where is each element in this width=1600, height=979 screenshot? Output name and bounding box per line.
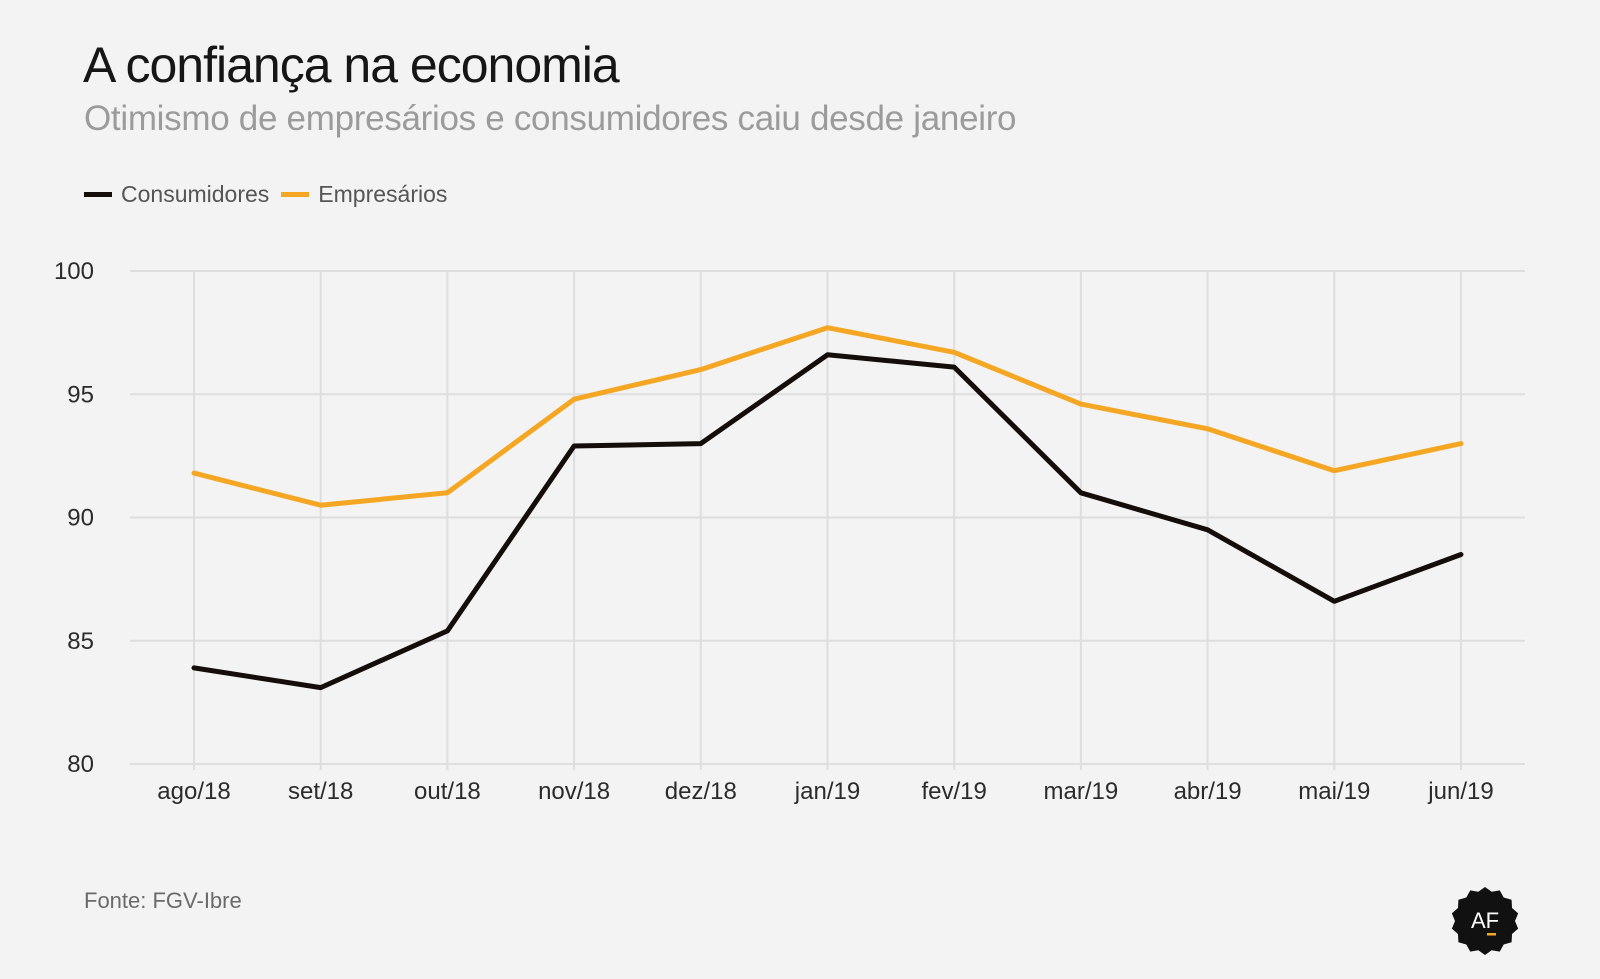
source-note: Fonte: FGV-Ibre xyxy=(84,888,242,913)
logo-accent xyxy=(1487,933,1496,936)
legend: Consumidores Empresários xyxy=(84,181,459,208)
legend-swatch-consumidores xyxy=(84,192,112,197)
series-line-empresarios xyxy=(191,325,1464,508)
x-tick-label: jun/19 xyxy=(1427,778,1493,805)
chart-subtitle: Otimismo de empresários e consumidores c… xyxy=(84,99,1017,138)
legend-label-empresarios: Empresários xyxy=(318,181,448,207)
x-tick-label: dez/18 xyxy=(665,778,737,805)
x-tick-label: mar/19 xyxy=(1044,778,1119,805)
af-logo: AF xyxy=(1451,887,1519,955)
chart-title: A confiança na economia xyxy=(83,37,620,93)
x-tick-label: mai/19 xyxy=(1298,778,1370,805)
x-tick-label: fev/19 xyxy=(922,778,987,805)
y-tick-label: 85 xyxy=(67,628,94,655)
x-tick-label: jan/19 xyxy=(794,778,860,805)
line-chart: 80 85 90 95 100 ago/18 set/18 out/18 nov/18 dez/1… xyxy=(54,258,1525,805)
y-tick-label: 90 xyxy=(67,505,94,532)
y-tick-label: 80 xyxy=(67,751,94,778)
logo-text: AF xyxy=(1471,908,1499,933)
y-tick-label: 95 xyxy=(67,381,94,408)
x-tick-label: out/18 xyxy=(414,778,481,805)
legend-label-consumidores: Consumidores xyxy=(121,181,270,207)
y-tick-label: 100 xyxy=(54,258,94,285)
x-tick-label: abr/19 xyxy=(1174,778,1242,805)
legend-item-empresarios: Empresários xyxy=(281,181,447,208)
x-tick-label: nov/18 xyxy=(538,778,610,805)
series-line-consumidores xyxy=(191,352,1464,691)
x-tick-label: set/18 xyxy=(288,778,353,805)
legend-item-consumidores: Consumidores xyxy=(84,181,269,208)
legend-swatch-empresarios xyxy=(281,192,310,197)
x-tick-label: ago/18 xyxy=(157,778,230,805)
